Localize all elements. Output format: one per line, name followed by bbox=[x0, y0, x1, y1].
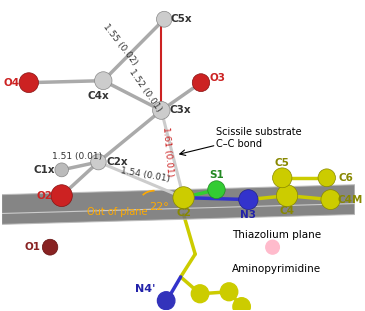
Circle shape bbox=[233, 298, 250, 311]
Text: C4M: C4M bbox=[337, 195, 363, 205]
Text: C4x: C4x bbox=[88, 91, 109, 100]
Text: O1: O1 bbox=[25, 242, 41, 252]
Text: O4: O4 bbox=[3, 78, 19, 88]
Text: O2: O2 bbox=[36, 191, 52, 201]
Text: Out of plane: Out of plane bbox=[87, 207, 147, 217]
Circle shape bbox=[318, 169, 335, 187]
Text: C5: C5 bbox=[275, 158, 290, 168]
Text: C6: C6 bbox=[339, 173, 354, 183]
Text: Aminopyrimidine: Aminopyrimidine bbox=[232, 264, 321, 274]
Text: Thiazolium plane: Thiazolium plane bbox=[232, 230, 321, 240]
Circle shape bbox=[273, 168, 292, 188]
Text: 1.54 (0.01): 1.54 (0.01) bbox=[119, 166, 170, 183]
Circle shape bbox=[95, 72, 112, 90]
Text: Scissile substrate
C–C bond: Scissile substrate C–C bond bbox=[216, 128, 302, 149]
Text: 1.51 (0.01): 1.51 (0.01) bbox=[52, 152, 102, 161]
Text: C3x: C3x bbox=[170, 105, 192, 115]
Circle shape bbox=[276, 185, 298, 207]
Circle shape bbox=[266, 240, 279, 254]
Circle shape bbox=[321, 190, 340, 210]
Text: 1.55 (0.02): 1.55 (0.02) bbox=[101, 22, 139, 67]
Text: 1.61 (0.01): 1.61 (0.01) bbox=[161, 127, 175, 177]
Text: C4: C4 bbox=[280, 207, 295, 216]
Polygon shape bbox=[2, 185, 355, 224]
Text: C5x: C5x bbox=[171, 14, 192, 24]
Circle shape bbox=[157, 292, 175, 310]
Text: 22°: 22° bbox=[149, 202, 169, 211]
Circle shape bbox=[153, 101, 170, 119]
Circle shape bbox=[239, 190, 258, 210]
Circle shape bbox=[208, 181, 225, 199]
Text: 1.52 (0.01): 1.52 (0.01) bbox=[127, 67, 163, 114]
Circle shape bbox=[157, 11, 172, 27]
Circle shape bbox=[173, 187, 194, 208]
Text: C2: C2 bbox=[176, 208, 191, 218]
Text: O3: O3 bbox=[210, 73, 226, 83]
Text: C1x: C1x bbox=[34, 165, 55, 175]
Circle shape bbox=[55, 163, 69, 177]
Text: N3: N3 bbox=[241, 211, 256, 220]
Text: C2x: C2x bbox=[107, 157, 128, 167]
Circle shape bbox=[192, 74, 210, 91]
Circle shape bbox=[91, 154, 106, 170]
Text: S1: S1 bbox=[209, 170, 224, 180]
Circle shape bbox=[19, 73, 38, 93]
Text: N4': N4' bbox=[135, 284, 155, 294]
Circle shape bbox=[42, 239, 58, 255]
Circle shape bbox=[191, 285, 209, 303]
Circle shape bbox=[220, 283, 238, 301]
Circle shape bbox=[51, 185, 72, 207]
